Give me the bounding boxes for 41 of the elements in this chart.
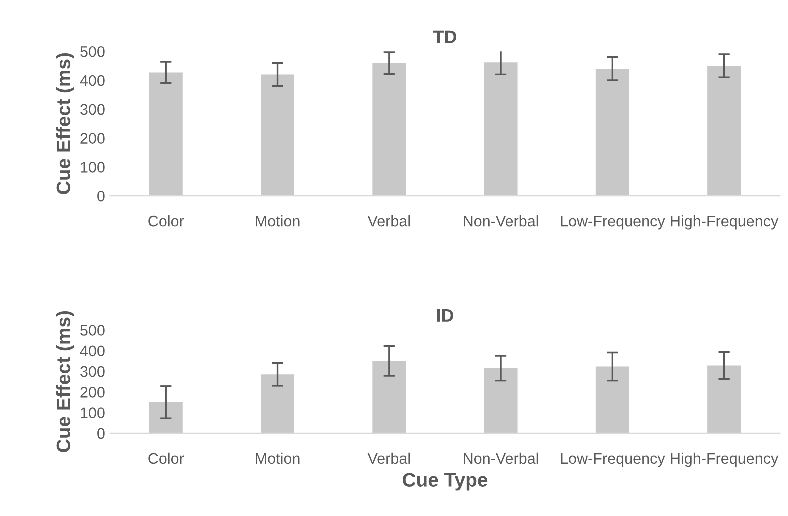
bar [596,366,630,434]
y-tick-label: 300 [80,366,105,378]
x-tick-label: High-Frequency [671,452,779,468]
y-tick-label: 0 [98,428,105,440]
y-tick-label: 500 [80,46,105,58]
x-tick-label: Non-Verbal [464,452,538,464]
x-tick-label: Low-Frequency [561,453,666,468]
bar [149,72,183,196]
bar [708,366,742,434]
x-tick-label: Non-Verbal [464,216,538,227]
bar [261,74,295,196]
x-tick-label: Verbal [368,452,410,464]
y-tick-label: 400 [80,346,105,357]
x-tick-label: Motion [256,216,300,227]
chart-title: ID [437,309,454,322]
y-axis-title: Cue Effect (ms) [56,311,74,452]
y-tick-label: 200 [80,387,105,398]
x-tick-label: Low-Frequency [561,216,666,230]
y-tick-label: 400 [80,75,105,86]
bar [596,68,630,196]
bar [708,66,742,196]
bar [372,63,406,196]
x-tick-label: Color [148,452,184,464]
y-tick-label: 500 [80,325,105,336]
x-tick-label: High-Frequency [671,216,779,230]
x-tick-label: Motion [256,452,300,464]
x-tick-label: Verbal [368,216,410,227]
bar [261,374,295,434]
y-tick-label: 0 [98,190,105,202]
x-tick-label: Color [148,216,184,227]
y-tick-label: 100 [81,162,105,173]
bar [484,62,518,196]
x-axis-title: Cue Type [402,473,488,491]
y-tick-label: 100 [81,408,105,418]
bar [372,361,406,434]
chart-title: TD [433,30,456,44]
y-tick-label: 300 [80,104,105,116]
bar [149,402,183,434]
y-tick-label: 200 [80,133,105,144]
bar [484,368,518,434]
y-axis-title: Cue Effect (ms) [56,53,74,194]
